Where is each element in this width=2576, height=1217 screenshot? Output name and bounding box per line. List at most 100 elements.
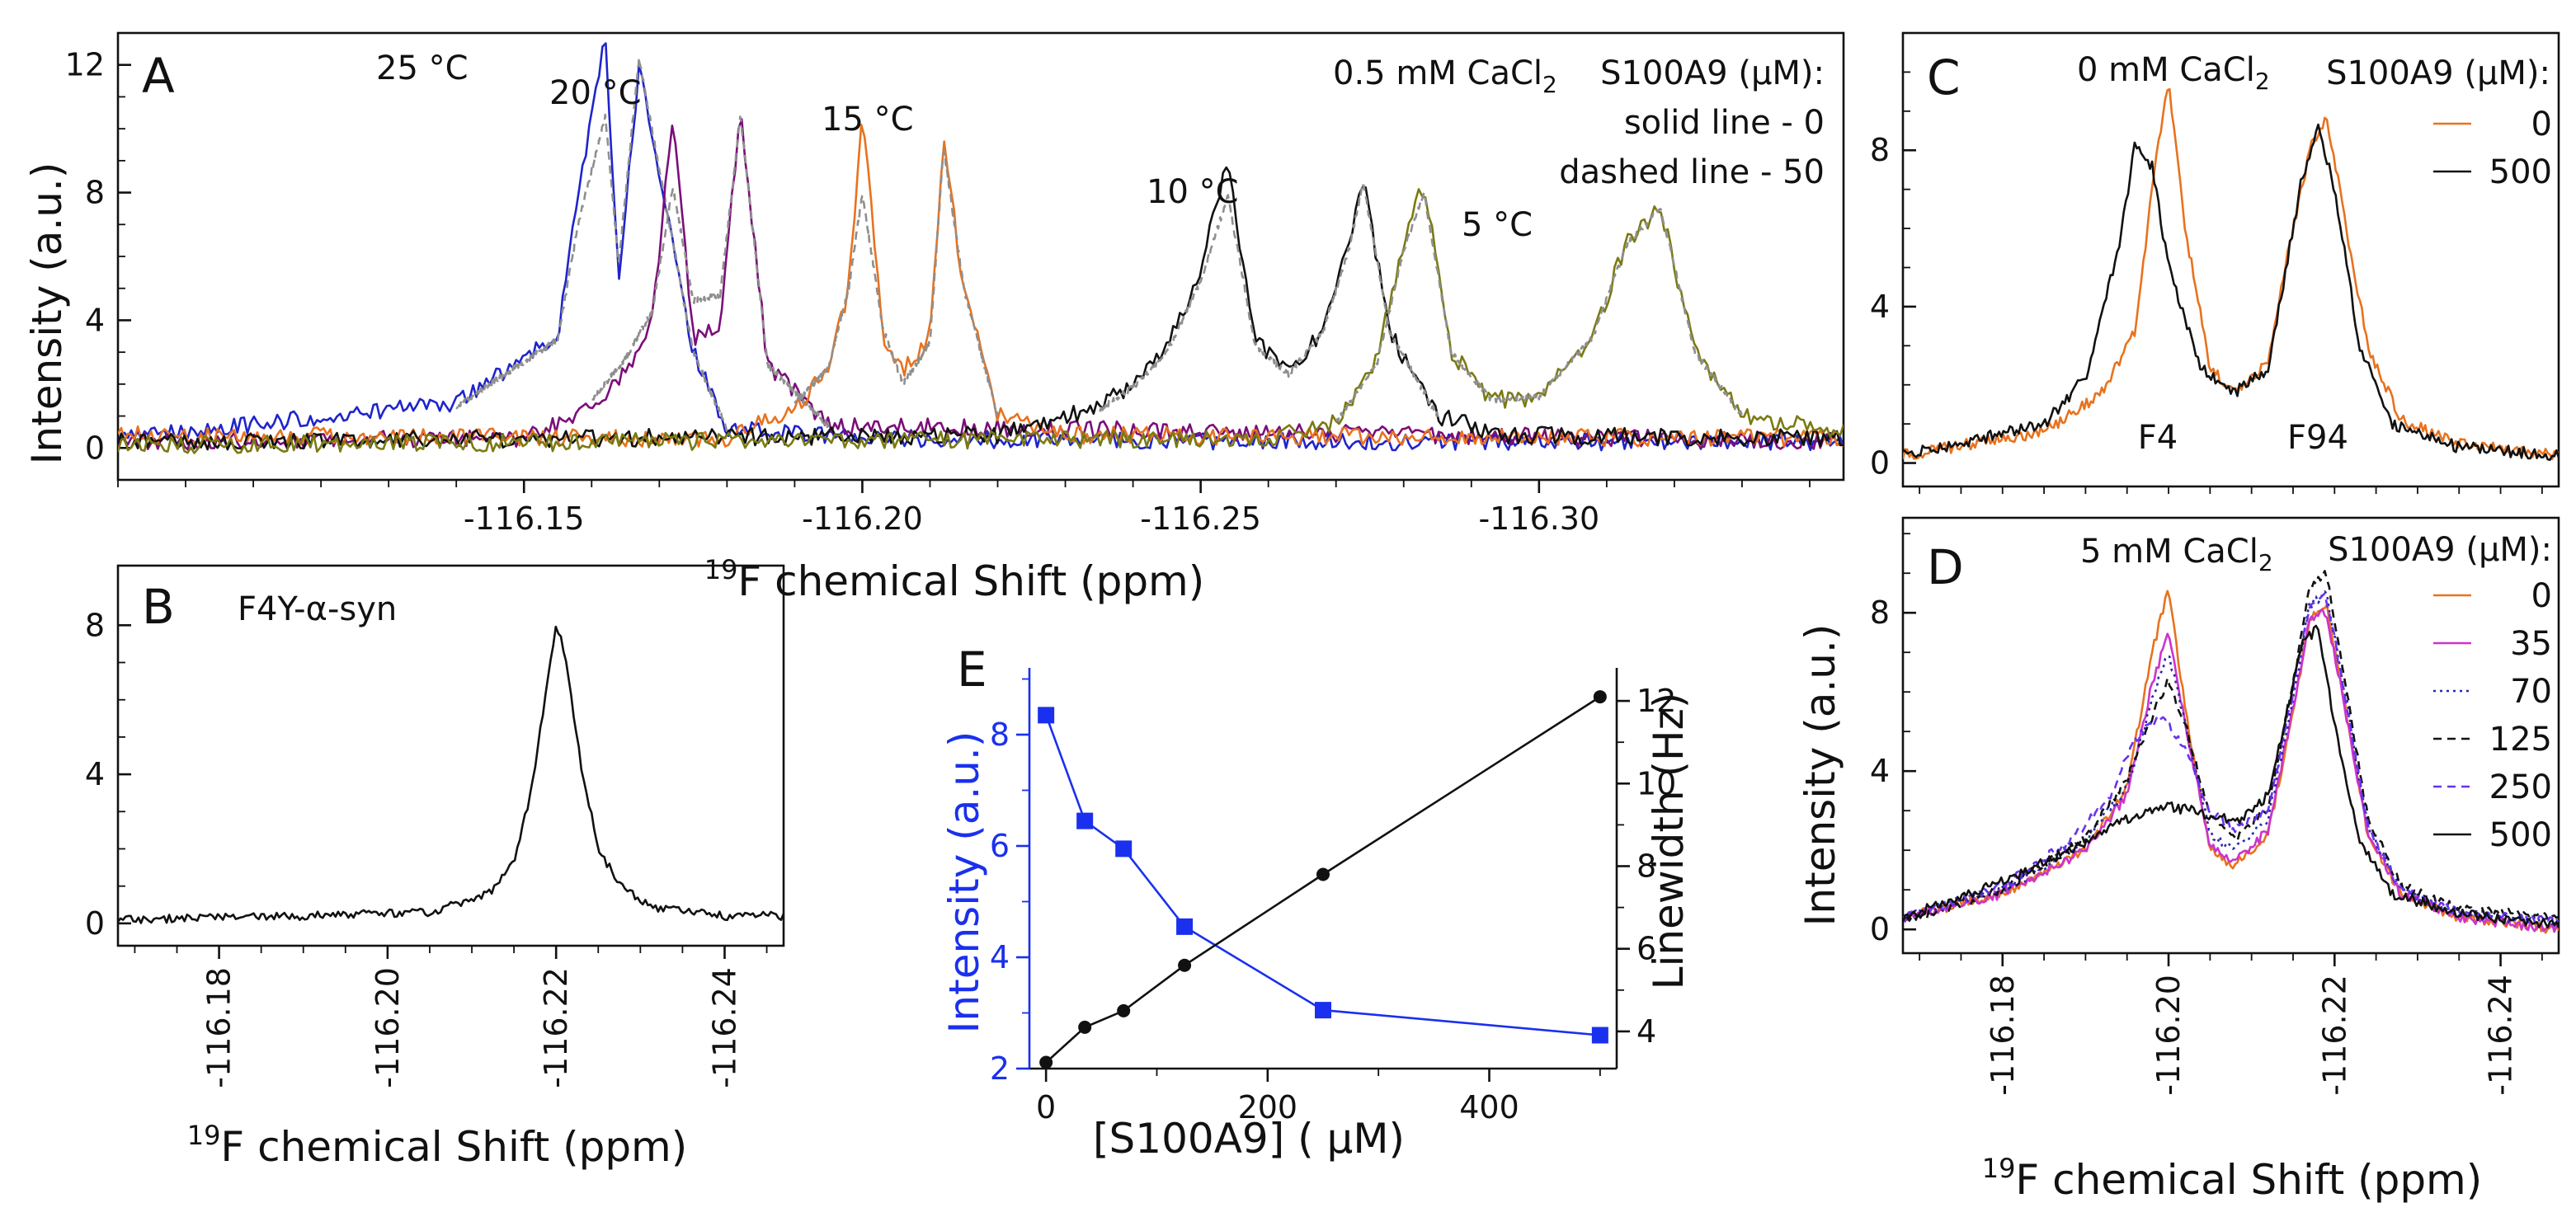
panel-c-label: C bbox=[1927, 49, 1961, 106]
panel-c-legend-label: 500 bbox=[2489, 153, 2552, 191]
panel-d-series-line bbox=[1903, 570, 2559, 924]
panel-a-xlabel: 19F chemical Shift (ppm) bbox=[704, 554, 1205, 605]
panel-e-intensity-point bbox=[1038, 707, 1055, 724]
panel-e: 0 200 400 2 4 6 8 4 6 8 10 12 E Intensity (a.u.) Li… bbox=[940, 641, 1693, 1163]
panel-a-xtick-label: -116.15 bbox=[464, 500, 585, 537]
panel-e-y2tick-label: 4 bbox=[1636, 1013, 1656, 1050]
panel-e-linewidth-point bbox=[1316, 867, 1330, 881]
panel-e-ylabel: Intensity (a.u.) bbox=[940, 731, 988, 1034]
panel-e-label: E bbox=[957, 641, 987, 698]
panel-b-xlabel: 19F chemical Shift (ppm) bbox=[187, 1120, 688, 1171]
panel-c-legend-label: 0 bbox=[2531, 106, 2552, 143]
panel-d: 0 4 8 -116.18 -116.20 -116.22 -116.24 D 5 mM C… bbox=[1797, 516, 2560, 1204]
panel-e-linewidth-line bbox=[1045, 696, 1601, 1064]
panel-c-ytick-label: 0 bbox=[1870, 445, 1890, 482]
panel-d-frame bbox=[1901, 516, 2560, 955]
panel-b-xtick-label: -116.22 bbox=[538, 967, 574, 1088]
panel-a-cacl-label: 0.5 mM CaCl2 bbox=[1333, 54, 1557, 98]
panel-a-legend-dashed: dashed line - 50 bbox=[1559, 153, 1825, 191]
panel-c-legend-title: S100A9 (µM): bbox=[2326, 54, 2550, 92]
panel-d-series-line bbox=[1903, 592, 2559, 928]
panel-d-xlabel-text: F chemical Shift (ppm) bbox=[2015, 1156, 2482, 1204]
panel-d-ylabel: Intensity (a.u.) bbox=[1797, 624, 1844, 927]
panel-b-xtick-label: -116.20 bbox=[370, 967, 406, 1088]
panel-b-series bbox=[118, 625, 784, 924]
panel-a-xtick-label: -116.25 bbox=[1140, 500, 1261, 537]
panel-d-series-line bbox=[1903, 590, 2559, 925]
panel-d-legend-label: 125 bbox=[2489, 721, 2552, 759]
panel-d-ticks: 0 4 8 -116.18 -116.20 -116.22 -116.24 bbox=[1870, 533, 2543, 1096]
panel-a-series-line bbox=[1335, 190, 1744, 422]
panel-b-ytick-label: 4 bbox=[85, 756, 105, 792]
panel-c-ytick-label: 4 bbox=[1870, 289, 1890, 325]
panel-d-ytick-label: 0 bbox=[1870, 911, 1890, 947]
panel-d-xtick-label: -116.24 bbox=[2483, 975, 2519, 1096]
panel-b-label: B bbox=[142, 579, 175, 635]
panel-a-ytick-label: 8 bbox=[85, 175, 105, 211]
panel-a-ticks: 0 4 8 12 -116.15 -116.20 -116.25 -116.30 bbox=[65, 47, 1811, 537]
panel-d-xtick-label: -116.22 bbox=[2316, 975, 2352, 1096]
panel-a-label-10c: 10 °C bbox=[1147, 173, 1239, 211]
panel-b-xtick-label: -116.18 bbox=[201, 967, 238, 1088]
panel-a-xlabel-text: F chemical Shift (ppm) bbox=[737, 557, 1204, 605]
panel-d-legend-label: 35 bbox=[2510, 625, 2552, 663]
panel-c-peak-f4: F4 bbox=[2138, 419, 2178, 457]
panel-d-xlabel-sup: 19 bbox=[1982, 1153, 2016, 1184]
panel-e-y2tick-label: 8 bbox=[1636, 848, 1656, 884]
panel-e-intensity-point bbox=[1315, 1002, 1331, 1019]
panel-d-xlabel: 19F chemical Shift (ppm) bbox=[1982, 1153, 2483, 1204]
panel-e-xtick-label: 200 bbox=[1238, 1089, 1298, 1125]
panel-b-ytick-label: 8 bbox=[85, 607, 105, 643]
panel-e-intensity-point bbox=[1176, 918, 1194, 935]
panel-e-ytick-label: 4 bbox=[990, 939, 1010, 975]
panel-a-xtick-label: -116.20 bbox=[802, 500, 923, 537]
panel-e-intensity-point bbox=[1591, 1027, 1608, 1044]
panel-d-legend: 0 35 70 125 250 500 bbox=[2433, 577, 2552, 854]
panel-e-intensity-point bbox=[1115, 840, 1133, 858]
panel-a-series-line bbox=[118, 42, 1844, 452]
panel-d-xtick-label: -116.18 bbox=[1985, 975, 2021, 1096]
panel-d-title-text: 5 mM CaCl bbox=[2080, 533, 2258, 571]
panel-a-xtick-label: -116.30 bbox=[1478, 500, 1599, 537]
panel-a-ytick-label: 4 bbox=[85, 302, 105, 338]
panel-d-series bbox=[1903, 570, 2559, 934]
panel-d-title: 5 mM CaCl2 bbox=[2080, 533, 2273, 576]
panel-e-ytick-label: 6 bbox=[990, 828, 1010, 864]
panel-e-y2label: Linewidth (Hz) bbox=[1645, 693, 1693, 990]
panel-a-cacl-text: 0.5 mM CaCl bbox=[1333, 54, 1542, 92]
panel-b-xtick-label: -116.24 bbox=[706, 967, 742, 1088]
panel-e-ytick-label: 2 bbox=[990, 1050, 1010, 1087]
panel-a-ylabel: Intensity (a.u.) bbox=[23, 162, 71, 465]
panel-d-ytick-label: 4 bbox=[1870, 753, 1890, 789]
panel-e-ytick-label: 8 bbox=[990, 717, 1010, 753]
panel-e-linewidth-point bbox=[1178, 958, 1192, 972]
panel-a-legend-title: S100A9 (µM): bbox=[1600, 54, 1825, 92]
panel-b-series-line bbox=[118, 625, 784, 924]
panel-b-xlabel-text: F chemical Shift (ppm) bbox=[220, 1123, 687, 1171]
panel-b-frame bbox=[116, 564, 785, 947]
panel-d-series-line bbox=[1903, 624, 2559, 929]
panel-e-series bbox=[1038, 690, 1608, 1069]
panel-e-linewidth-point bbox=[1078, 1020, 1092, 1034]
panel-c-frame bbox=[1901, 31, 2560, 488]
panel-a-label-15c: 15 °C bbox=[822, 101, 914, 139]
panel-e-intensity-point bbox=[1076, 812, 1094, 829]
panel-b-title: F4Y-α-syn bbox=[238, 590, 397, 628]
panel-a-label-25c: 25 °C bbox=[376, 49, 469, 87]
panel-b-xlabel-sup: 19 bbox=[187, 1120, 221, 1151]
panel-e-xtick-label: 0 bbox=[1036, 1089, 1056, 1125]
panel-a-label-20c: 20 °C bbox=[549, 74, 642, 112]
panel-b: 0 4 8 -116.18 -116.20 -116.22 -116.24 B F4Y-α-… bbox=[85, 564, 785, 1171]
panel-e-linewidth-point bbox=[1117, 1003, 1131, 1017]
panel-e-linewidth-point bbox=[1593, 690, 1607, 704]
panel-b-ytick-label: 0 bbox=[85, 905, 105, 942]
panel-c-ticks: 0 4 8 bbox=[1870, 71, 2543, 494]
panel-e-axes: 0 200 400 2 4 6 8 4 6 8 10 12 bbox=[990, 668, 1676, 1125]
panel-e-xlabel: [S100A9] ( µM) bbox=[1093, 1115, 1405, 1163]
panel-e-intensity-line bbox=[1044, 714, 1600, 1036]
panel-d-xtick-label: -116.20 bbox=[2150, 975, 2187, 1096]
panel-c-series-line bbox=[1903, 123, 2559, 462]
panel-a-series-line bbox=[455, 56, 728, 432]
